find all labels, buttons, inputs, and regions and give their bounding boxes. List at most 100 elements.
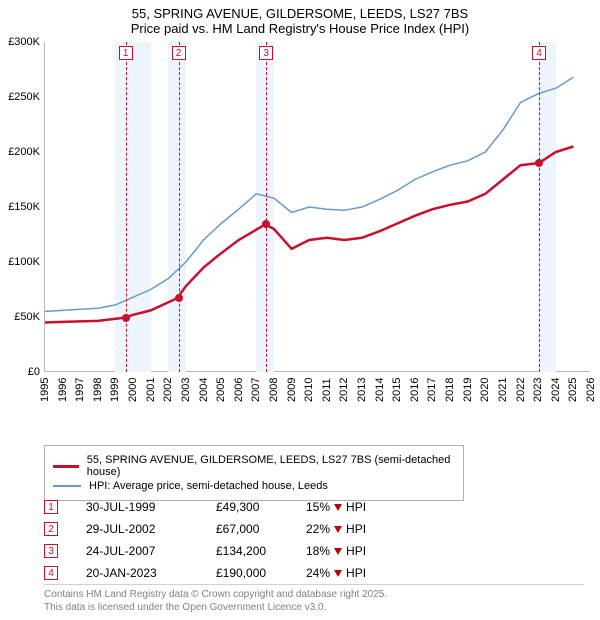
sale-diff-vs: HPI [346,522,366,536]
x-tick-label: 2017 [426,378,438,402]
y-tick-label: £0 [28,366,40,378]
sale-price: £190,000 [216,566,306,580]
legend-label-red: 55, SPRING AVENUE, GILDERSOME, LEEDS, LS… [87,454,455,478]
legend-swatch-red [53,465,79,468]
table-row: 1 30-JUL-1999£49,30015% HPI [44,496,464,518]
footer: Contains HM Land Registry data © Crown c… [44,584,584,614]
sale-marker-dot [175,294,183,302]
x-tick-label: 2025 [567,378,579,402]
x-tick-label: 2003 [180,378,192,402]
x-tick-label: 2010 [303,378,315,402]
title-address: 55, SPRING AVENUE, GILDERSOME, LEEDS, LS… [0,6,600,21]
sale-marker-line [266,42,267,372]
sale-marker-dot [262,220,270,228]
legend-swatch-blue [53,485,81,487]
legend-row-red: 55, SPRING AVENUE, GILDERSOME, LEEDS, LS… [53,454,455,478]
x-tick-label: 2004 [198,378,210,402]
x-tick-label: 1997 [74,378,86,402]
sale-price: £49,300 [216,500,306,514]
x-tick-label: 2021 [497,378,509,402]
x-tick-label: 2022 [515,378,527,402]
x-tick-label: 2019 [462,378,474,402]
x-tick-label: 2009 [286,378,298,402]
sale-marker-box: 4 [532,46,546,60]
x-tick-label: 2018 [444,378,456,402]
sale-date: 29-JUL-2002 [86,522,216,536]
sale-index-box: 4 [44,566,58,580]
x-tick-label: 1998 [92,378,104,402]
x-tick-label: 2008 [268,378,280,402]
property-line [45,147,573,323]
y-tick-label: £200K [8,146,40,158]
sale-marker-line [126,42,127,372]
sale-diff-pct: 24% [306,566,330,580]
y-tick-label: £250K [8,91,40,103]
x-tick-label: 2002 [162,378,174,402]
y-tick-label: £300K [8,36,40,48]
sale-price: £67,000 [216,522,306,536]
legend: 55, SPRING AVENUE, GILDERSOME, LEEDS, LS… [44,445,464,501]
legend-row-blue: HPI: Average price, semi-detached house,… [53,480,455,492]
chart-container: 55, SPRING AVENUE, GILDERSOME, LEEDS, LS… [0,0,600,620]
arrow-down-icon [334,504,342,511]
sale-price: £134,200 [216,544,306,558]
x-tick-label: 2016 [409,378,421,402]
x-tick-label: 2015 [391,378,403,402]
sale-marker-box: 3 [259,46,273,60]
x-tick-label: 2013 [356,378,368,402]
table-row: 4 20-JAN-2023£190,00024% HPI [44,562,464,584]
plot-area: 1 2 3 4 [44,42,590,372]
sale-diff-pct: 15% [306,500,330,514]
x-tick-label: 1996 [57,378,69,402]
sale-diff-vs: HPI [346,544,366,558]
x-tick-label: 2007 [250,378,262,402]
sale-marker-line [539,42,540,372]
sale-diff-vs: HPI [346,500,366,514]
sale-marker-dot [535,159,543,167]
x-tick-label: 2001 [145,378,157,402]
sale-diff: 15% HPI [306,500,366,514]
sale-diff: 22% HPI [306,522,366,536]
y-tick-label: £50K [14,311,40,323]
chart-area: £0£50K£100K£150K£200K£250K£300K 1234 199… [0,42,600,410]
x-tick-label: 2026 [585,378,597,402]
sale-marker-box: 2 [172,46,186,60]
sale-date: 24-JUL-2007 [86,544,216,558]
sale-diff-pct: 18% [306,544,330,558]
arrow-down-icon [334,548,342,555]
x-tick-label: 2011 [321,378,333,402]
x-tick-label: 2005 [215,378,227,402]
x-tick-label: 1995 [39,378,51,402]
x-tick-label: 2020 [479,378,491,402]
sale-marker-box: 1 [119,46,133,60]
x-tick-label: 2012 [338,378,350,402]
x-tick-label: 2000 [127,378,139,402]
table-row: 324-JUL-2007£134,20018%HPI [44,540,464,562]
sale-diff-vs: HPI [346,566,366,580]
sale-marker-line [179,42,180,372]
footer-line2: This data is licensed under the Open Gov… [44,602,584,615]
sale-marker-dot [122,314,130,322]
y-tick-label: £100K [8,256,40,268]
sale-index-box: 1 [44,500,58,514]
x-tick-label: 2023 [532,378,544,402]
sale-date: 30-JUL-1999 [86,500,216,514]
footer-line1: Contains HM Land Registry data © Crown c… [44,589,584,602]
legend-label-blue: HPI: Average price, semi-detached house,… [89,480,328,492]
sale-diff-pct: 22% [306,522,330,536]
hpi-line [45,77,573,311]
title-subtitle: Price paid vs. HM Land Registry's House … [0,21,600,36]
title-block: 55, SPRING AVENUE, GILDERSOME, LEEDS, LS… [0,0,600,38]
chart-lines [45,42,591,372]
table-row: 229-JUL-2002£67,00022%HPI [44,518,464,540]
sale-diff: 18% HPI [306,544,366,558]
sale-diff: 24% HPI [306,566,366,580]
arrow-down-icon [334,526,342,533]
x-tick-label: 2006 [233,378,245,402]
x-axis-ticks: 1995199619971998199920002001200220032004… [44,374,590,410]
sales-table: 130-JUL-1999£49,30015%HPI229-JUL-2002£67… [44,496,464,584]
arrow-down-icon [334,570,342,577]
sale-date: 20-JAN-2023 [86,566,216,580]
x-tick-label: 2014 [374,378,386,402]
x-tick-label: 2024 [550,378,562,402]
